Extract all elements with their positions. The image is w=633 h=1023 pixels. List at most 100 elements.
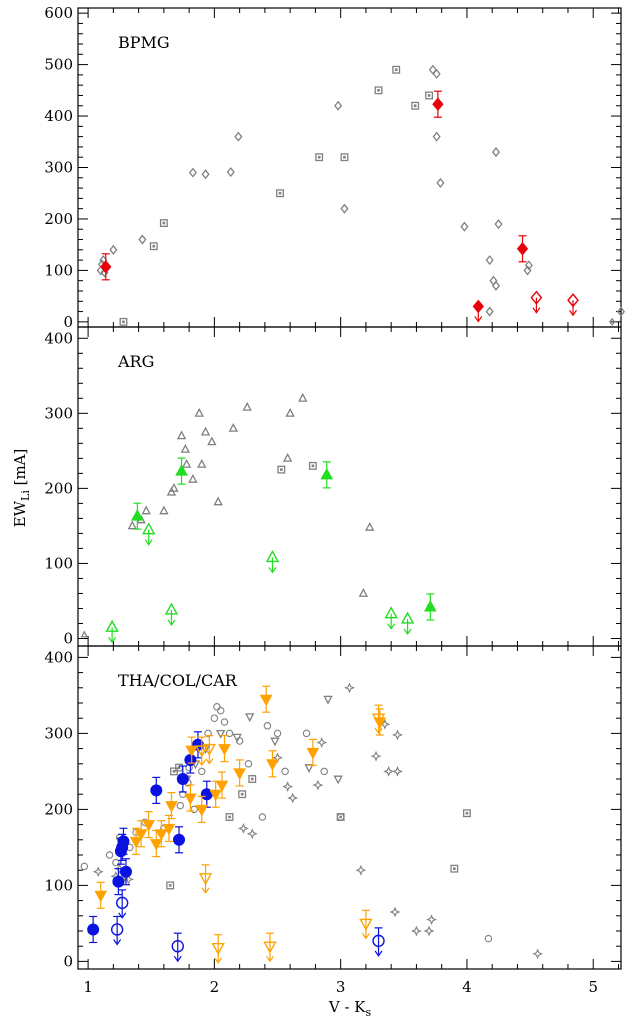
y-tick-label: 300 — [44, 404, 73, 422]
y-tick-label: 200 — [44, 479, 73, 497]
square-outline — [159, 219, 168, 228]
y-axis-title-unit: [mA] — [11, 449, 29, 491]
data-point-diamond — [494, 219, 503, 230]
x-tick-label: 3 — [336, 978, 346, 996]
series-gray-open-triangle-small — [80, 630, 88, 638]
data-point-circle — [176, 801, 185, 810]
data-point-triangle-down-filled — [259, 694, 273, 707]
square-outline — [425, 91, 434, 100]
y-tick-label: 600 — [44, 4, 73, 22]
data-point-diamond — [489, 275, 498, 286]
data-point-diamond — [485, 255, 494, 266]
upper-limit-arrowhead — [268, 567, 277, 574]
upper-limit-arrowhead — [569, 309, 578, 317]
data-point-circle — [281, 767, 289, 776]
data-point-star — [92, 866, 104, 878]
data-point-triangle — [242, 401, 252, 411]
data-point-square — [340, 153, 349, 162]
data-point-square — [450, 864, 459, 873]
data-point-star — [316, 737, 328, 748]
square-outline — [166, 881, 175, 890]
square-center — [453, 867, 456, 870]
data-point-circle — [213, 703, 221, 711]
square-center — [377, 89, 380, 92]
square-outline — [315, 153, 324, 162]
series-red-filled-diamond — [100, 90, 529, 281]
data-point-circle-filled — [119, 865, 132, 878]
data-point-star — [312, 779, 324, 791]
data-point-square — [225, 813, 234, 821]
square-outline — [276, 189, 284, 198]
upper-limit-arrowhead — [201, 887, 210, 894]
upper-limit-arrowhead — [374, 950, 383, 957]
data-point-star — [532, 948, 544, 960]
data-point-circle-filled — [117, 835, 130, 848]
data-point-diamond — [616, 306, 626, 317]
upper-limit-arrowhead — [387, 623, 396, 630]
data-point-square — [276, 189, 284, 198]
square-outline — [336, 813, 345, 821]
square-center — [177, 766, 181, 769]
panel-frame — [77, 326, 622, 647]
data-point-triangle-down-filled — [162, 823, 176, 836]
series-gray-open-circle — [80, 703, 493, 943]
data-point-triangle-down — [198, 873, 213, 886]
data-point-triangle-down-filled — [149, 839, 163, 851]
data-point-triangle-down — [270, 737, 280, 747]
y-axis-title: EWLi [mA] — [11, 449, 32, 528]
square-center — [427, 94, 431, 97]
square-outline — [225, 813, 234, 821]
data-point-triangle-down — [371, 713, 386, 726]
data-point-triangle-filled — [423, 599, 437, 612]
square-outline — [462, 809, 471, 818]
data-point-triangle — [282, 452, 293, 462]
data-point-circle — [110, 923, 124, 936]
data-point-triangle — [105, 619, 119, 632]
data-point-triangle — [142, 522, 156, 535]
data-point-diamond — [340, 203, 349, 214]
data-point-triangle — [207, 436, 217, 446]
y-tick-label: 500 — [44, 56, 73, 74]
x-axis-title-main: V - K — [328, 998, 366, 1016]
square-outline — [392, 65, 401, 74]
data-point-diamond — [226, 167, 235, 178]
data-point-diamond-filled — [100, 260, 112, 274]
data-point-diamond — [432, 68, 441, 79]
data-point-circle — [244, 760, 253, 768]
upper-limit-arrowhead — [167, 619, 176, 627]
data-point-diamond — [608, 317, 616, 326]
upper-limit-arrowhead — [265, 955, 274, 963]
data-point-diamond — [138, 234, 147, 245]
data-point-star — [272, 752, 283, 764]
data-point-diamond — [109, 244, 118, 255]
data-point-square — [166, 881, 175, 890]
data-point-diamond — [491, 147, 501, 158]
data-point-triangle-down-filled — [154, 829, 168, 841]
data-point-diamond-filled — [472, 299, 484, 314]
y-tick-label: 200 — [44, 210, 73, 228]
data-point-square — [462, 809, 471, 818]
data-point-triangle-filled — [320, 467, 334, 480]
y-tick-label: 0 — [63, 629, 73, 647]
square-outline — [450, 864, 459, 873]
square-center — [168, 884, 172, 887]
data-point-triangle-down — [263, 941, 277, 954]
series-gray-open-triangle-down — [181, 695, 343, 785]
series-gray-open-diamond-small — [608, 317, 616, 326]
data-point-triangle-down-filled — [209, 789, 222, 802]
data-point-square — [425, 91, 434, 100]
panel-2: 0 100 200 300 400 THA/COL/CAR — [44, 645, 622, 970]
data-point-circle — [220, 718, 229, 726]
data-point-triangle-filled — [175, 464, 188, 476]
data-point-circle-filled — [150, 784, 163, 797]
square-center — [339, 815, 342, 819]
upper-limit-arrowhead — [374, 727, 383, 735]
upper-limit-arrowhead — [532, 307, 541, 314]
data-point-diamond — [234, 131, 243, 142]
square-center — [311, 464, 315, 468]
data-point-triangle-down-filled — [185, 745, 198, 758]
data-point-triangle-down — [202, 743, 217, 757]
y-axis-title-main: EW — [11, 500, 29, 527]
series-gray-open-square-dot — [277, 461, 317, 474]
data-point-star — [370, 750, 382, 762]
